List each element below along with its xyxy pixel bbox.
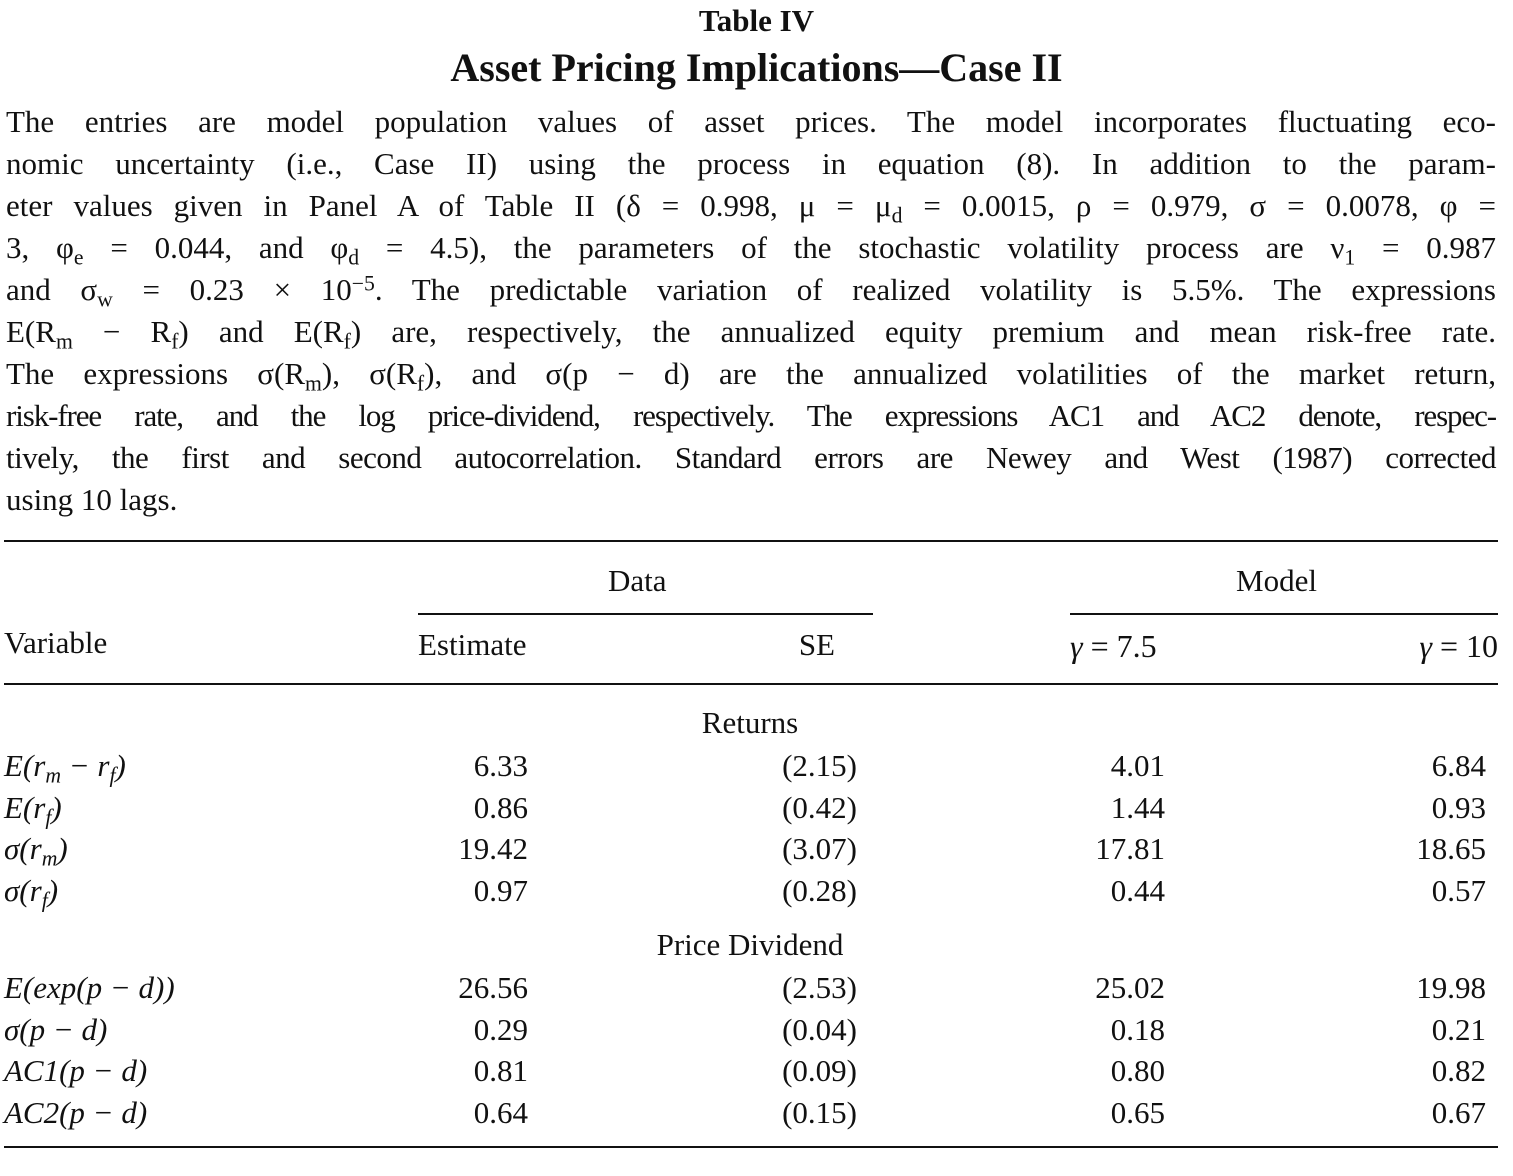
se-cell: (0.42) xyxy=(782,789,857,825)
variable-cell: E(rm − rf) xyxy=(4,748,126,788)
estimate-cell: 0.97 xyxy=(473,873,528,909)
header-bottom-rule xyxy=(4,683,1498,685)
table-row: σ(p − d) 0.29 (0.04) 0.18 0.21 xyxy=(0,1009,1513,1051)
se-cell: (2.15) xyxy=(782,748,857,783)
se-cell: (0.15) xyxy=(782,1095,857,1131)
model-gamma-7-5-cell: 0.80 xyxy=(1110,1053,1165,1089)
variable-cell: σ(rm) xyxy=(4,831,68,871)
table-caption: The entries are model population values … xyxy=(6,101,1497,521)
model-gamma-7-5-cell: 25.02 xyxy=(1095,970,1165,1005)
header-group-model: Model xyxy=(1236,563,1317,598)
caption-line: E(Rm − Rf) and E(Rf) are, respectively, … xyxy=(6,314,1496,354)
caption-line: The expressions σ(Rm), σ(Rf), and σ(p − … xyxy=(6,356,1496,396)
model-gamma-10-cell: 18.65 xyxy=(1416,831,1486,867)
model-gamma-10-cell: 0.57 xyxy=(1431,873,1486,909)
header-se: SE xyxy=(798,627,835,662)
estimate-cell: 19.42 xyxy=(458,831,528,867)
model-gamma-7-5-cell: 17.81 xyxy=(1095,831,1165,867)
table-row: E(rf) 0.86 (0.42) 1.44 0.93 xyxy=(0,787,1513,829)
table-row: E(rm − rf) 6.33 (2.15) 4.01 6.84 xyxy=(0,745,1513,787)
header-gamma-7-5: γ = 7.5 xyxy=(1070,628,1157,664)
model-gamma-7-5-cell: 1.44 xyxy=(1110,789,1165,825)
estimate-cell: 26.56 xyxy=(458,970,528,1005)
variable-cell: σ(p − d) xyxy=(4,1011,108,1047)
variable-cell: AC2(p − d) xyxy=(4,1095,148,1131)
variable-cell: AC1(p − d) xyxy=(4,1053,148,1089)
model-gamma-7-5-cell: 4.01 xyxy=(1110,748,1165,783)
caption-line: risk-free rate, and the log price-divide… xyxy=(6,398,1497,433)
section-label: Returns xyxy=(701,705,799,740)
table-label: Table IV xyxy=(698,3,815,38)
table-title: Asset Pricing Implications—Case II xyxy=(450,45,1063,90)
table-row: σ(rm) 19.42 (3.07) 17.81 18.65 xyxy=(0,828,1513,870)
data-group-rule xyxy=(418,613,873,615)
caption-line: The entries are model population values … xyxy=(6,104,1496,139)
table-top-rule xyxy=(4,540,1498,542)
model-gamma-7-5-cell: 0.44 xyxy=(1110,873,1165,909)
model-gamma-10-cell: 0.21 xyxy=(1431,1011,1486,1047)
variable-cell: σ(rf) xyxy=(4,873,59,913)
estimate-cell: 0.81 xyxy=(473,1053,528,1089)
table-row: σ(rf) 0.97 (0.28) 0.44 0.57 xyxy=(0,870,1513,912)
caption-line: 3, φe = 0.044, and φd = 4.5), the parame… xyxy=(6,230,1496,270)
header-gamma-10: γ = 10 xyxy=(1419,628,1498,664)
model-gamma-7-5-cell: 0.18 xyxy=(1110,1011,1165,1047)
model-gamma-7-5-cell: 0.65 xyxy=(1110,1095,1165,1131)
estimate-cell: 0.86 xyxy=(473,789,528,825)
model-gamma-10-cell: 0.67 xyxy=(1431,1095,1486,1131)
estimate-cell: 0.29 xyxy=(473,1011,528,1047)
se-cell: (0.28) xyxy=(782,873,857,909)
estimate-cell: 6.33 xyxy=(473,748,528,783)
table-row: E(exp(p − d)) 26.56 (2.53) 25.02 19.98 xyxy=(0,967,1513,1009)
caption-line: and σw = 0.23 × 10−5. The predictable va… xyxy=(6,271,1496,312)
model-gamma-10-cell: 6.84 xyxy=(1431,748,1486,783)
variable-cell: E(rf) xyxy=(4,789,62,830)
header-group-data: Data xyxy=(608,563,667,598)
model-group-rule xyxy=(1070,613,1498,615)
caption-line: eter values given in Panel A of Table II… xyxy=(6,188,1497,228)
section-label: Price Dividend xyxy=(656,927,844,962)
se-cell: (0.09) xyxy=(782,1053,857,1089)
table-row: AC2(p − d) 0.64 (0.15) 0.65 0.67 xyxy=(0,1092,1513,1134)
se-cell: (2.53) xyxy=(782,970,857,1005)
estimate-cell: 0.64 xyxy=(473,1095,528,1131)
model-gamma-10-cell: 0.82 xyxy=(1431,1053,1486,1089)
table-bottom-rule xyxy=(4,1146,1498,1148)
se-cell: (3.07) xyxy=(782,831,857,867)
caption-line: tively, the first and second autocorrela… xyxy=(6,440,1497,475)
variable-cell: E(exp(p − d)) xyxy=(4,970,175,1005)
se-cell: (0.04) xyxy=(782,1011,857,1047)
model-gamma-10-cell: 0.93 xyxy=(1431,789,1486,825)
caption-line: using 10 lags. xyxy=(6,482,178,517)
caption-line: nomic uncertainty (i.e., Case II) using … xyxy=(6,146,1496,181)
header-variable: Variable xyxy=(4,625,108,660)
model-gamma-10-cell: 19.98 xyxy=(1416,970,1486,1005)
table-row: AC1(p − d) 0.81 (0.09) 0.80 0.82 xyxy=(0,1050,1513,1092)
header-estimate: Estimate xyxy=(418,627,527,662)
